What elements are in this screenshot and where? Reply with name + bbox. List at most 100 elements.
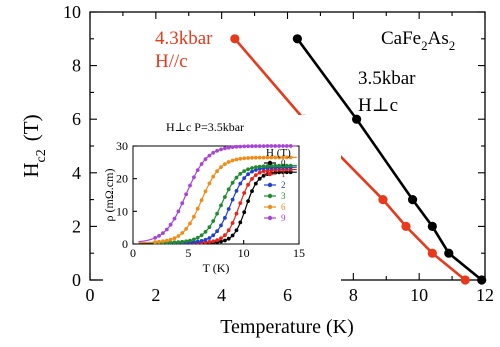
inset-data-point bbox=[242, 169, 247, 174]
inset-x-tick-labels: 0 5 10 15 bbox=[130, 246, 305, 260]
inset-data-point bbox=[253, 173, 258, 178]
series-line-0 bbox=[233, 37, 467, 282]
inset-data-point bbox=[168, 237, 173, 242]
inset-data-point bbox=[219, 236, 223, 241]
inset-data-point bbox=[246, 182, 251, 187]
inset-data-point bbox=[269, 155, 274, 160]
inset-data-point bbox=[242, 176, 247, 181]
compound-base2: As bbox=[428, 28, 449, 49]
inset-data-point bbox=[211, 150, 216, 155]
compound-label: CaFe2As2 bbox=[381, 28, 455, 53]
legend-swatch-dot bbox=[267, 204, 273, 210]
inset-data-point bbox=[265, 168, 270, 173]
inset-data-point bbox=[261, 155, 266, 160]
inset-data-point bbox=[246, 199, 251, 204]
inset-data-point bbox=[199, 162, 204, 166]
inset-data-point bbox=[223, 146, 227, 151]
inset-data-point bbox=[153, 240, 158, 245]
y-tick-label: 8 bbox=[72, 56, 81, 76]
main-y-tick-labels: 0 2 4 6 8 10 bbox=[63, 2, 81, 290]
y-axis-title-main: H bbox=[19, 162, 43, 177]
inset-data-point bbox=[281, 170, 285, 175]
inset-data-point bbox=[234, 175, 239, 180]
inset-data-point bbox=[226, 228, 231, 233]
inset-data-point bbox=[261, 144, 266, 149]
inset-data-point bbox=[172, 240, 177, 245]
inset-data-point bbox=[288, 170, 293, 175]
inset-data-point bbox=[203, 157, 208, 162]
inset-data-point bbox=[253, 168, 258, 172]
inset-data-point bbox=[215, 229, 220, 234]
inset-data-point bbox=[215, 238, 220, 243]
legend-label: 1 bbox=[281, 169, 286, 179]
main-x-tick-labels: 0 2 4 6 8 10 12 bbox=[86, 285, 495, 305]
inset-data-point bbox=[238, 181, 243, 186]
inset-data-point bbox=[168, 240, 173, 245]
y-tick-label: 6 bbox=[72, 109, 81, 129]
inset-data-point bbox=[257, 164, 262, 169]
inset-data-point bbox=[176, 209, 181, 214]
inset-data-point bbox=[180, 201, 185, 206]
y-axis-title-sub: c2 bbox=[34, 149, 49, 162]
y-tick-label: 2 bbox=[72, 216, 81, 236]
inset-data-point bbox=[211, 174, 216, 179]
inset-data-point bbox=[184, 239, 189, 244]
x-tick-label: 12 bbox=[476, 285, 494, 305]
inset-data-point bbox=[242, 144, 247, 149]
inset-data-point bbox=[164, 227, 169, 232]
inset-data-point bbox=[265, 155, 270, 160]
data-point bbox=[407, 195, 418, 205]
inset-data-point bbox=[250, 144, 254, 149]
inset-data-point bbox=[223, 195, 227, 199]
legend-label: 0 bbox=[281, 158, 286, 168]
inset-data-point bbox=[284, 170, 289, 175]
inset-data-point bbox=[277, 144, 281, 148]
inset-data-point bbox=[215, 211, 220, 216]
inset-data-point bbox=[230, 221, 235, 225]
svg-text:Hc2(T): Hc2 (T) bbox=[19, 114, 49, 177]
inset-data-point bbox=[226, 145, 231, 150]
inset-data-point bbox=[234, 211, 239, 216]
inset-data-point bbox=[192, 175, 196, 180]
inset-data-point bbox=[242, 210, 247, 215]
legend-swatch-dot bbox=[267, 160, 273, 166]
data-point bbox=[230, 34, 240, 44]
inset-data-point bbox=[195, 206, 200, 211]
inset-data-point bbox=[211, 219, 216, 223]
inset-data-point bbox=[161, 231, 165, 236]
inset-data-point bbox=[234, 157, 239, 162]
inset-y-tick-label: 10 bbox=[116, 204, 128, 218]
inset-data-point bbox=[288, 163, 293, 168]
inset-data-point bbox=[246, 144, 251, 149]
inset-data-point bbox=[195, 235, 200, 240]
data-point bbox=[292, 34, 302, 44]
inset-data-point bbox=[253, 165, 258, 170]
inset-data-point bbox=[242, 191, 247, 195]
inset-data-point bbox=[265, 164, 270, 168]
legend-label: 2 bbox=[281, 180, 286, 190]
main-series-group bbox=[230, 34, 487, 285]
inset-data-point bbox=[153, 236, 158, 240]
inset-data-point bbox=[261, 164, 266, 169]
inset-data-point bbox=[207, 181, 212, 186]
x-axis-title: Temperature (K) bbox=[220, 316, 354, 338]
x-tick-label: 2 bbox=[151, 285, 160, 305]
inset-data-point bbox=[265, 144, 270, 148]
y-axis-title: Hc2 (T) bbox=[19, 114, 49, 177]
data-point bbox=[427, 221, 437, 231]
inset-data-point bbox=[230, 197, 235, 202]
inset-data-point bbox=[261, 173, 266, 178]
inset-data-point bbox=[234, 144, 239, 149]
compound-sub2: 2 bbox=[449, 38, 456, 53]
inset-data-point bbox=[207, 225, 212, 230]
inset-data-point bbox=[211, 233, 216, 238]
inset-data-point bbox=[161, 239, 165, 244]
inset-data-point bbox=[246, 167, 251, 172]
inset-y-tick-labels: 0 10 20 30 bbox=[116, 139, 128, 251]
inset-data-point bbox=[157, 239, 161, 244]
data-point bbox=[444, 248, 454, 258]
x-tick-label: 0 bbox=[86, 285, 95, 305]
inset-data-point bbox=[238, 171, 243, 176]
inset-data-point bbox=[277, 170, 281, 175]
